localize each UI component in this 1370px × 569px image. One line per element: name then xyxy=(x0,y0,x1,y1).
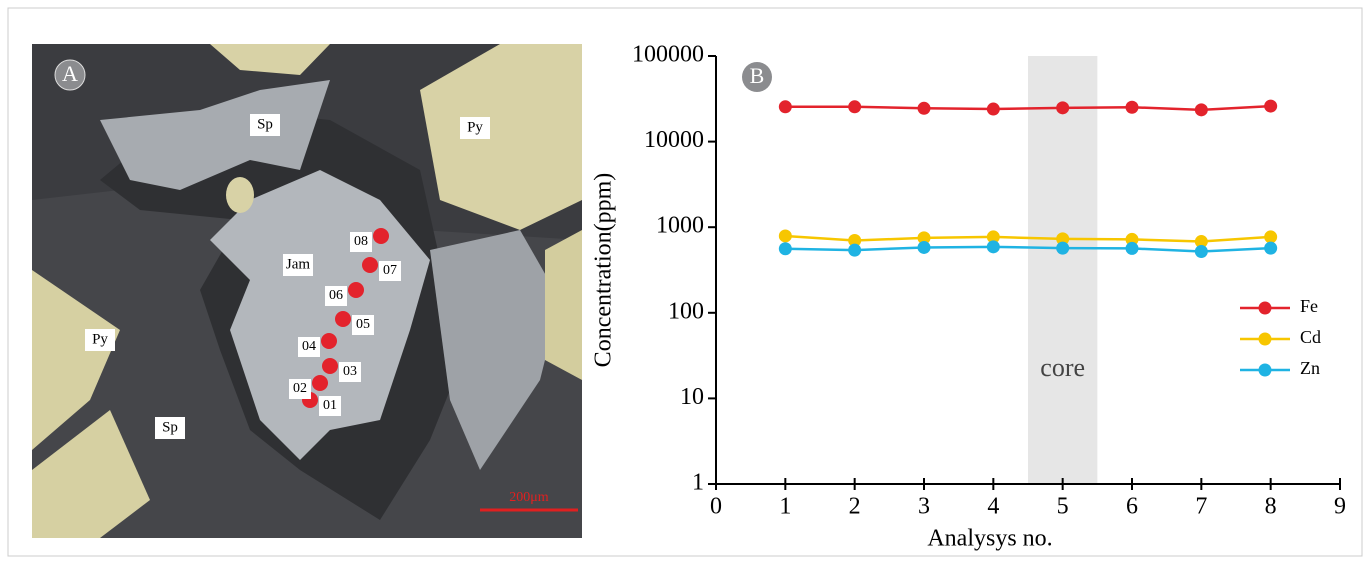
figure: A 200μm SpPyJamPySp0102030405060708 B An… xyxy=(0,0,1370,564)
point xyxy=(1195,103,1208,116)
spot-label: 07 xyxy=(383,263,397,278)
scale-label: 200μm xyxy=(509,490,549,505)
x-tick-label: 4 xyxy=(987,494,999,520)
spot-label: 01 xyxy=(323,398,337,413)
point xyxy=(779,229,792,242)
x-tick-label: 5 xyxy=(1057,494,1069,520)
region-label: core xyxy=(1040,353,1085,382)
x-tick-label: 8 xyxy=(1265,494,1277,520)
point xyxy=(918,241,931,254)
legend-marker xyxy=(1259,333,1272,346)
legend-label: Fe xyxy=(1300,296,1318,316)
spot-label: 04 xyxy=(302,339,316,354)
x-tick-label: 9 xyxy=(1334,494,1346,520)
point xyxy=(1126,242,1139,255)
spot xyxy=(362,257,378,273)
y-tick-label: 1000 xyxy=(656,213,704,239)
spot xyxy=(322,358,338,374)
y-tick-label: 100 xyxy=(668,298,704,324)
legend-label: Zn xyxy=(1300,358,1320,378)
x-tick-label: 1 xyxy=(779,494,791,520)
y-tick-label: 1 xyxy=(692,470,704,496)
spot xyxy=(373,228,389,244)
mineral-label: Py xyxy=(467,119,483,135)
pyrite xyxy=(226,177,254,213)
legend-marker xyxy=(1259,302,1272,315)
spot-label: 03 xyxy=(343,364,357,379)
point xyxy=(848,244,861,257)
panel-label: A xyxy=(62,61,78,86)
point xyxy=(987,240,1000,253)
point xyxy=(1264,100,1277,113)
legend-marker xyxy=(1259,364,1272,377)
point xyxy=(779,100,792,113)
point xyxy=(987,103,1000,116)
legend-label: Cd xyxy=(1300,327,1321,347)
x-tick-label: 0 xyxy=(710,494,722,520)
x-tick-label: 3 xyxy=(918,494,930,520)
mineral-label: Sp xyxy=(162,419,178,435)
point xyxy=(1056,101,1069,114)
mineral-label: Jam xyxy=(286,256,310,272)
chart: B Analysys no. Concentration(ppm) core 1 1… xyxy=(591,42,1347,552)
shaded-region xyxy=(1028,56,1097,484)
spot xyxy=(321,333,337,349)
spot-label: 06 xyxy=(329,288,343,303)
panel-label: B xyxy=(750,63,765,88)
spot xyxy=(348,282,364,298)
y-tick-label: 10 xyxy=(680,384,704,410)
spot xyxy=(312,375,328,391)
y-axis-label: Concentration(ppm) xyxy=(591,173,617,368)
point xyxy=(918,102,931,115)
micrograph: A 200μm Sp Py Jam Py Sp 01 02 03 04 05 06 07 08 xyxy=(32,44,582,538)
point xyxy=(1195,245,1208,258)
point xyxy=(1264,230,1277,243)
spot xyxy=(335,311,351,327)
mineral-label: Sp xyxy=(257,116,273,132)
point xyxy=(1056,242,1069,255)
spot-label: 08 xyxy=(354,234,368,249)
point xyxy=(1126,101,1139,114)
x-tick-label: 2 xyxy=(849,494,861,520)
point xyxy=(1264,242,1277,255)
x-tick-label: 6 xyxy=(1126,494,1138,520)
y-tick-label: 10000 xyxy=(644,127,704,153)
point xyxy=(779,242,792,255)
spot-label: 02 xyxy=(293,381,307,396)
x-axis-label: Analysys no. xyxy=(927,526,1052,552)
spot-label: 05 xyxy=(356,317,370,332)
x-tick-label: 7 xyxy=(1195,494,1207,520)
mineral-label: Py xyxy=(92,331,108,347)
point xyxy=(848,100,861,113)
y-tick-label: 100000 xyxy=(632,42,704,68)
pyrite xyxy=(545,230,582,380)
